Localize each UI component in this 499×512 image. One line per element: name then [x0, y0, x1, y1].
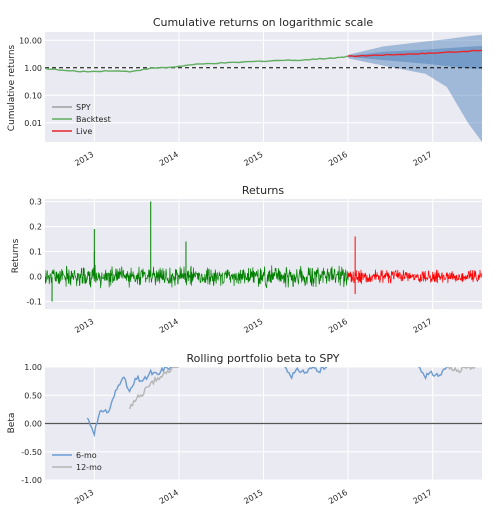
x-tick-label: 2016 [327, 150, 349, 168]
panel-title: Cumulative returns on logarithmic scale [153, 16, 374, 29]
y-axis-label: Beta [7, 413, 17, 434]
legend-label-6mo: 6-mo [76, 451, 97, 460]
y-tick-label: 0.50 [24, 391, 42, 400]
x-tick-label: 2014 [158, 317, 180, 335]
y-tick-label: 10.00 [19, 36, 42, 45]
legend-label-backtest: Backtest [76, 115, 111, 124]
x-tick-label: 2015 [242, 488, 264, 506]
returns-series [45, 264, 349, 289]
y-tick-label: -0.1 [26, 298, 42, 307]
y-tick-label: 0.01 [24, 119, 42, 128]
legend-label-spy: SPY [76, 103, 91, 112]
x-tick-label: 2017 [412, 150, 434, 168]
returns-panel: Returns 2013 2014 2015 2016 2017 0.3 0.2 0.1 0.0… [11, 184, 482, 335]
y-tick-label: 0.2 [29, 223, 42, 232]
y-tick-label: 0.00 [24, 420, 42, 429]
beta-series-6-mo [86, 367, 172, 438]
x-tick-label: 2016 [327, 488, 349, 506]
y-tick-label: -0.50 [21, 448, 42, 457]
panel-title: Returns [242, 184, 285, 197]
beta-series-12-mo [446, 367, 476, 374]
series-backtest [45, 55, 349, 73]
y-tick-label: 1.00 [24, 64, 42, 73]
y-tick-label: 0.10 [24, 91, 42, 100]
y-tick-label: 0.1 [29, 248, 42, 257]
rolling-beta-panel: Rolling portfolio beta to SPY 2013 2014 20… [7, 352, 482, 506]
x-tick-label: 2015 [242, 150, 264, 168]
y-axis-label: Cumulative returns [7, 44, 17, 131]
x-tick-label: 2017 [412, 488, 434, 506]
x-tick-label: 2017 [412, 317, 434, 335]
x-tick-label: 2014 [158, 488, 180, 506]
legend-label-12mo: 12-mo [76, 463, 102, 472]
legend: SPY Backtest Live [52, 103, 111, 136]
beta-series-6-mo [284, 367, 328, 381]
y-tick-label: 1.00 [24, 363, 42, 372]
x-tick-label: 2013 [73, 150, 95, 168]
panel-title: Rolling portfolio beta to SPY [187, 352, 340, 365]
x-tick-label: 2013 [73, 317, 95, 335]
y-tick-label: 0.3 [29, 198, 42, 207]
legend: 6-mo 12-mo [52, 451, 102, 472]
y-axis-label: Returns [11, 238, 21, 273]
x-tick-label: 2014 [158, 150, 180, 168]
series-live [348, 49, 482, 58]
x-tick-label: 2015 [242, 317, 264, 335]
cumulative-returns-panel: Cumulative returns on logarithmic scale … [7, 16, 482, 168]
legend-label-live: Live [76, 127, 92, 136]
y-tick-label: -1.00 [21, 476, 42, 485]
beta-series-6-mo [418, 367, 448, 380]
returns-series [347, 269, 482, 285]
beta-series-12-mo [128, 367, 179, 410]
x-tick-label: 2016 [327, 317, 349, 335]
y-tick-label: 0.0 [29, 273, 42, 282]
x-tick-label: 2013 [73, 488, 95, 506]
